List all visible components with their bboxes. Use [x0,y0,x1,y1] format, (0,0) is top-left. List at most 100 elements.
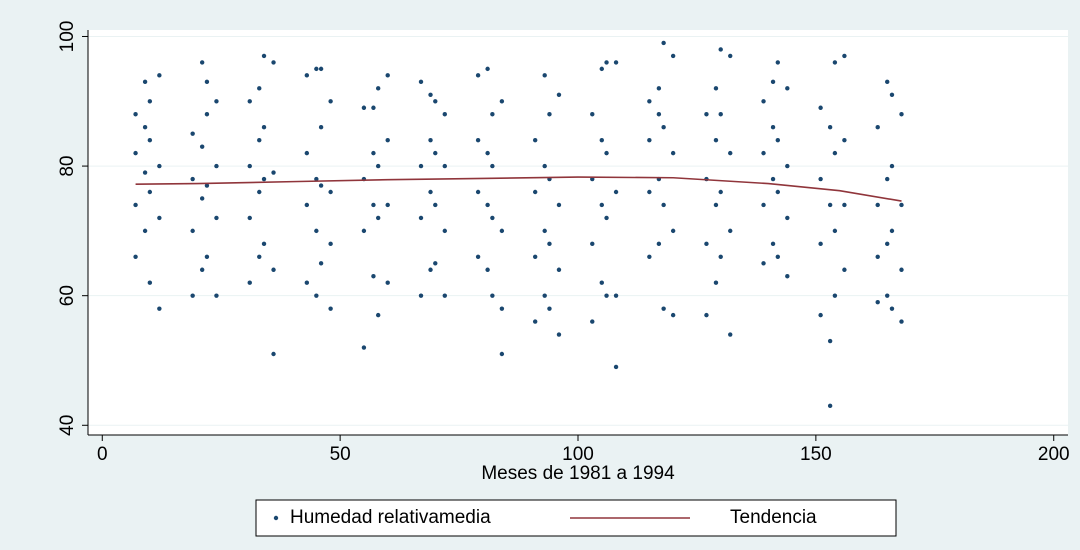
scatter-point [204,112,210,117]
scatter-point [532,137,538,143]
scatter-point [718,112,723,117]
scatter-point [485,150,490,156]
scatter-point [875,202,880,208]
scatter-point [842,137,847,143]
scatter-point [599,280,604,285]
scatter-point [304,73,310,78]
scatter-point [261,176,267,182]
scatter-point [375,215,381,221]
scatter-point [361,345,367,350]
scatter-point [433,261,438,266]
scatter-point [261,241,267,247]
scatter-point [375,163,381,169]
scatter-point [532,189,538,195]
scatter-point [271,351,276,357]
scatter-point [875,254,880,259]
x-tick-label: 50 [330,444,351,465]
scatter-point [190,176,195,182]
scatter-point [385,73,390,78]
scatter-point [133,254,138,259]
scatter-point [361,105,367,110]
scatter-point [304,150,310,156]
scatter-point [661,125,666,130]
scatter-point [718,254,723,259]
scatter-point [542,293,547,298]
scatter-point [485,267,490,272]
scatter-point [885,79,890,85]
scatter-point [314,176,319,182]
scatter-point [547,306,552,311]
scatter-point [556,332,562,337]
scatter-point [542,228,547,234]
scatter-point [599,66,604,72]
scatter-point [385,280,390,285]
scatter-point [475,73,481,78]
scatter-point [147,189,153,195]
scatter-point [670,312,676,318]
y-tick-label: 100 [57,21,78,53]
scatter-point [827,403,833,409]
scatter-point [827,202,833,208]
scatter-point [770,125,776,130]
x-tick-label: 200 [1038,444,1070,465]
scatter-point [899,267,904,272]
scatter-point [247,215,252,221]
scatter-point [670,228,676,234]
scatter-point [261,125,267,130]
scatter-point [490,215,495,221]
scatter-point [775,137,781,143]
scatter-point [661,306,666,311]
scatter-point [142,170,148,175]
scatter-point [599,137,604,143]
scatter-point [542,73,547,78]
scatter-point [442,112,447,117]
scatter-point [728,53,733,59]
scatter-point [775,189,781,195]
scatter-point [656,241,662,247]
scatter-point [433,150,438,156]
scatter-point [304,202,310,208]
scatter-point [247,99,252,104]
scatter-point [842,267,847,272]
scatter-point [385,202,390,208]
scatter-point [157,215,162,221]
scatter-point [257,189,262,195]
scatter-point [371,150,376,156]
scatter-point [199,267,205,272]
scatter-point [314,228,319,234]
scatter-point [647,99,652,104]
scatter-point [889,163,895,169]
scatter-point [271,267,276,272]
scatter-point [442,293,447,298]
scatter-point [832,60,838,65]
scatter-point [713,202,719,208]
scatter-point [490,293,495,298]
scatter-point [556,202,562,208]
scatter-point [490,112,495,117]
scatter-point [190,228,195,234]
scatter-point [775,60,781,65]
y-tick-label: 40 [57,415,78,436]
scatter-point [428,267,433,272]
scatter-point [304,280,310,285]
scatter-point [661,202,666,208]
scatter-point [547,112,552,117]
scatter-point [556,92,562,98]
scatter-point [613,364,619,370]
scatter-point [889,92,895,98]
scatter-point [670,150,676,156]
scatter-point [761,99,766,104]
scatter-point [827,338,833,344]
scatter-point [832,150,838,156]
scatter-point [785,274,790,279]
scatter-point [785,163,790,169]
scatter-point [656,112,662,117]
scatter-point [318,66,324,72]
scatter-point [428,92,433,98]
y-tick-label: 80 [57,156,78,177]
scatter-point [704,312,709,318]
scatter-point [590,319,595,324]
scatter-point [770,176,776,182]
scatter-point [718,47,723,52]
